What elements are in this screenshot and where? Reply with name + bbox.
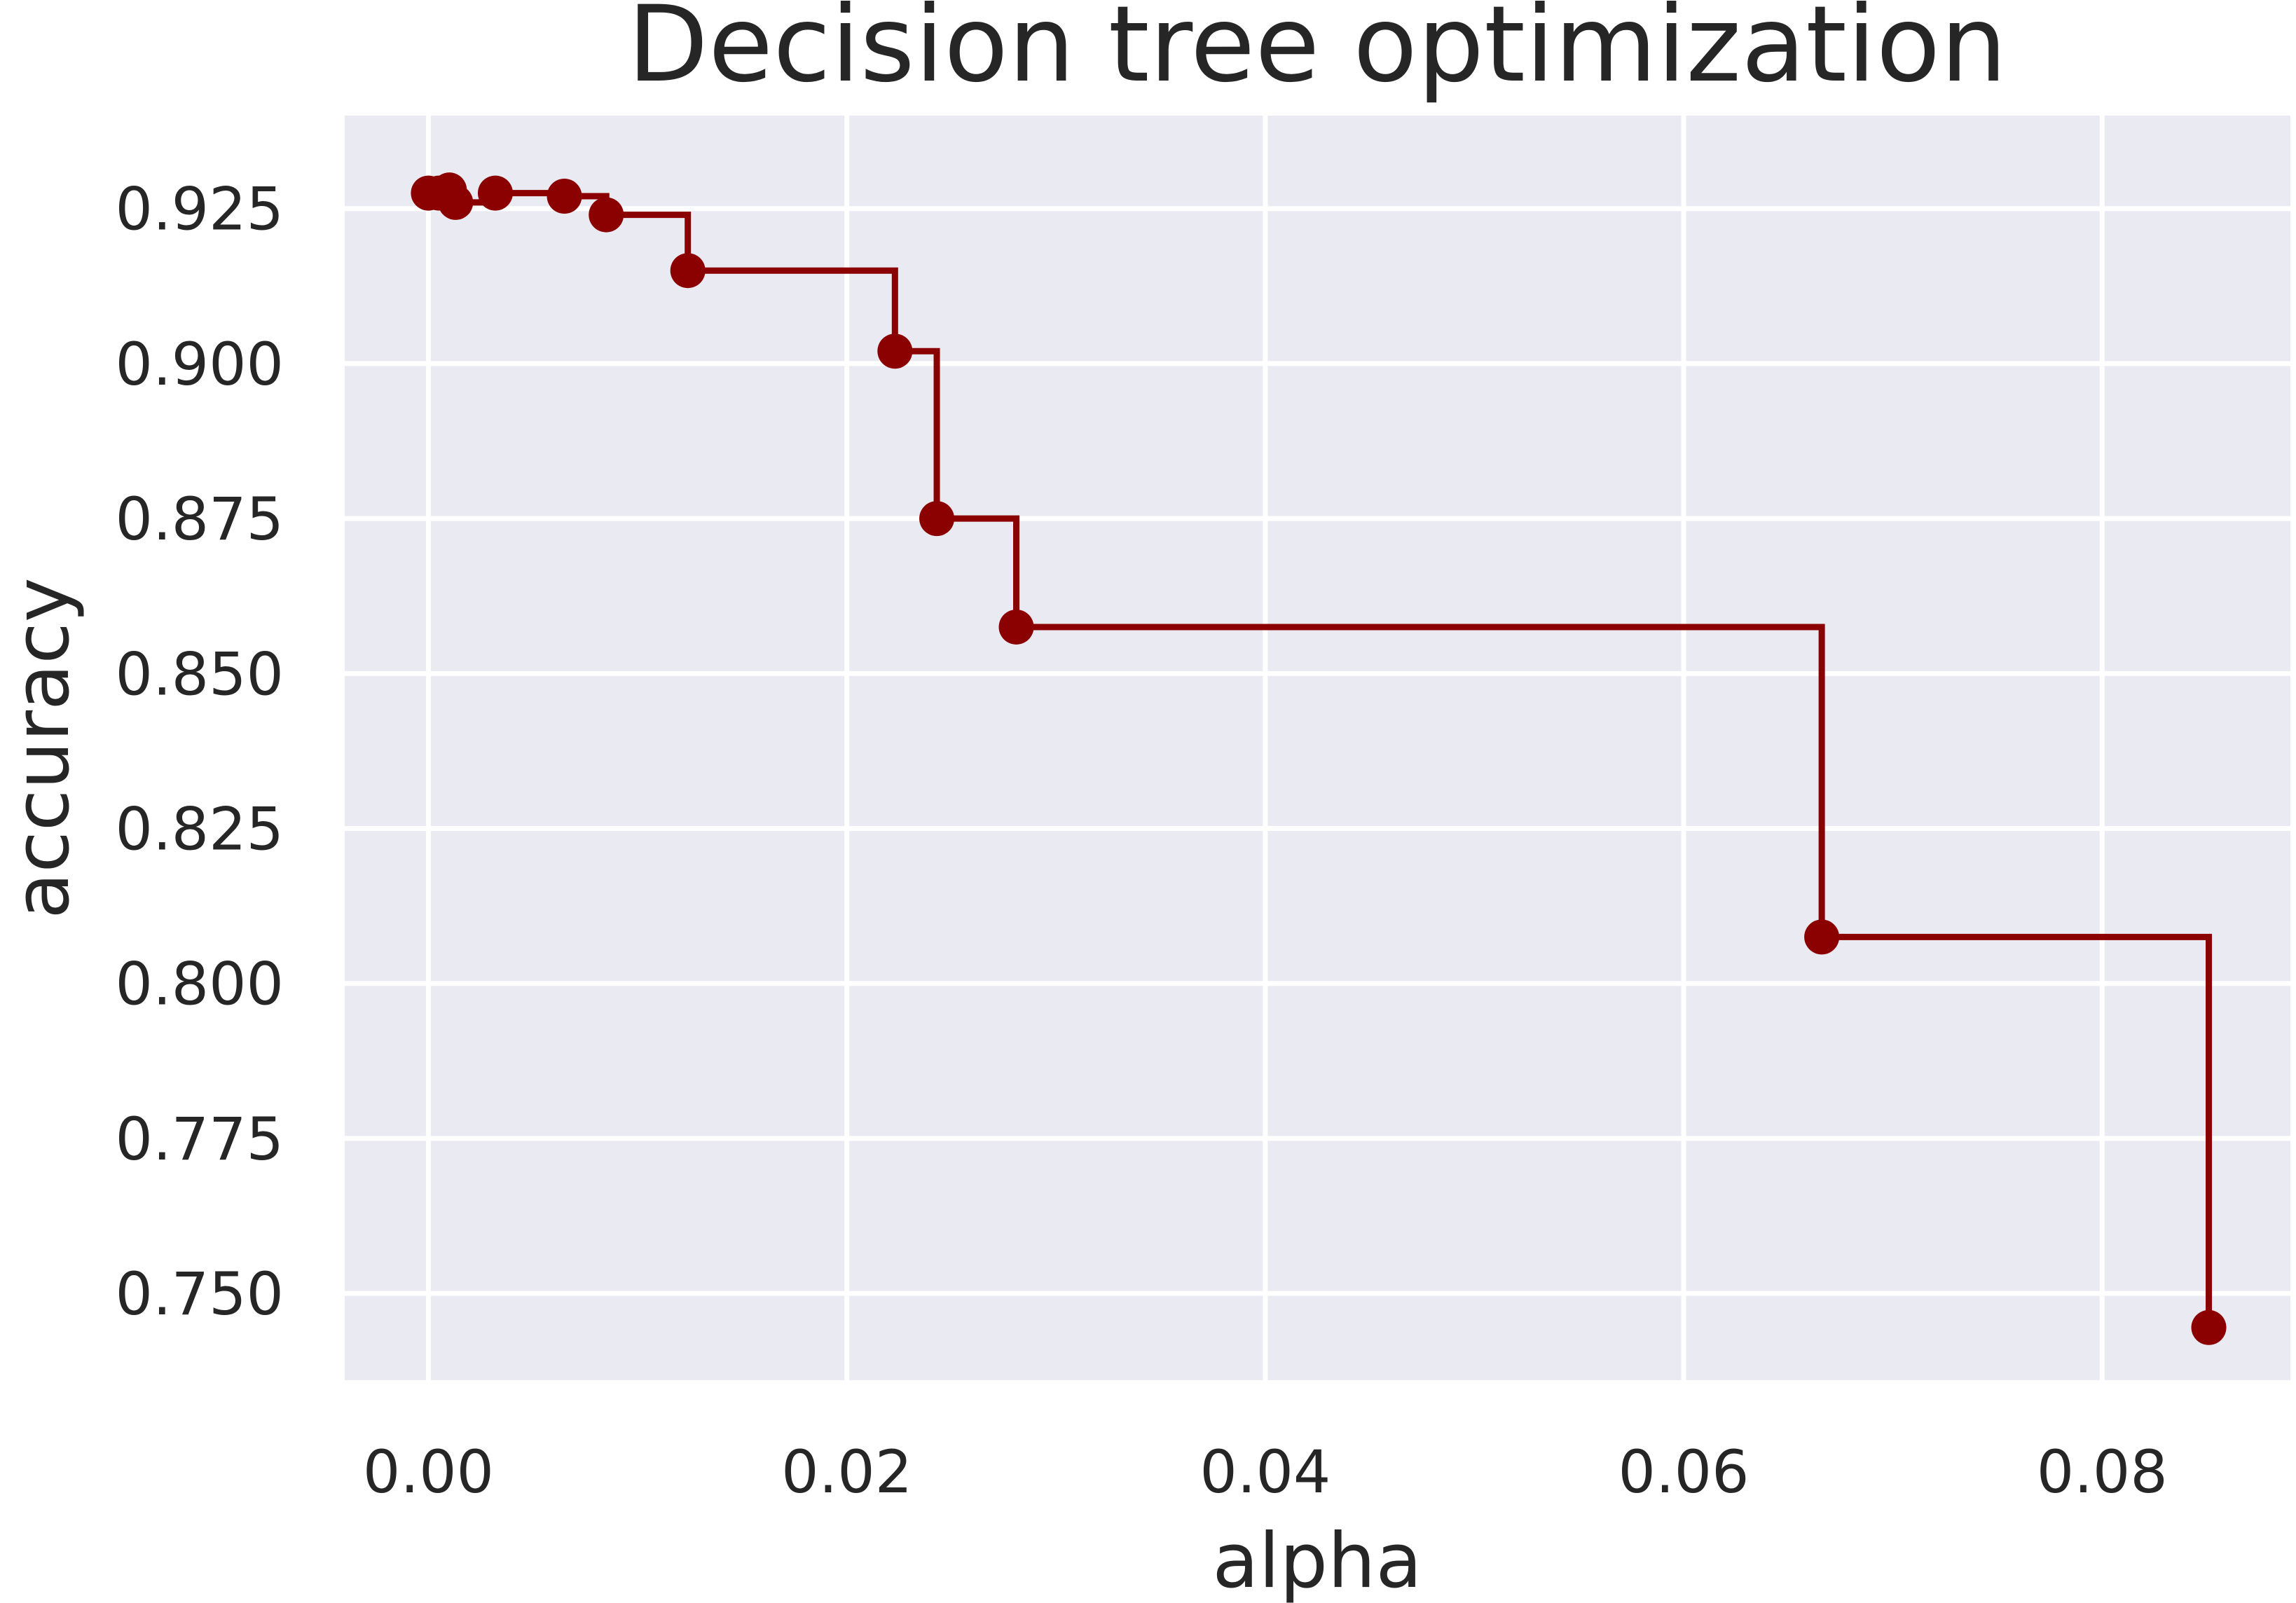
x-axis-label: alpha (1212, 1518, 1422, 1603)
y-tick-label: 0.850 (116, 640, 284, 708)
chart-title: Decision tree optimization (628, 0, 2007, 106)
data-point (438, 184, 474, 220)
data-point (877, 333, 913, 369)
plot-area (345, 116, 2290, 1380)
y-tick-label: 0.775 (116, 1105, 284, 1174)
data-point (2191, 1309, 2227, 1345)
y-tick-label: 0.900 (116, 330, 284, 399)
data-point (589, 197, 624, 233)
data-point (998, 609, 1034, 645)
y-tick-label: 0.800 (116, 950, 284, 1019)
y-tick-label: 0.825 (116, 795, 284, 864)
x-tick-label: 0.00 (363, 1438, 494, 1506)
x-tick-labels: 0.00 0.02 0.04 0.06 0.08 (363, 1438, 2168, 1506)
x-tick-label: 0.06 (1618, 1438, 1750, 1506)
y-tick-label: 0.750 (116, 1260, 284, 1328)
grid-lines (345, 116, 2290, 1380)
x-tick-label: 0.08 (2037, 1438, 2168, 1506)
data-point (919, 501, 955, 537)
y-axis-label: accuracy (0, 577, 86, 919)
data-point (546, 179, 582, 214)
data-point (1804, 919, 1840, 955)
data-point (670, 253, 706, 289)
y-tick-labels: 0.750 0.775 0.800 0.825 0.850 0.875 0.900 0.925 (116, 175, 284, 1328)
series-group (411, 172, 2227, 1345)
y-tick-label: 0.875 (116, 485, 284, 553)
x-tick-label: 0.02 (781, 1438, 912, 1506)
data-point (477, 175, 513, 211)
y-tick-label: 0.925 (116, 175, 284, 244)
x-tick-label: 0.04 (1199, 1438, 1331, 1506)
